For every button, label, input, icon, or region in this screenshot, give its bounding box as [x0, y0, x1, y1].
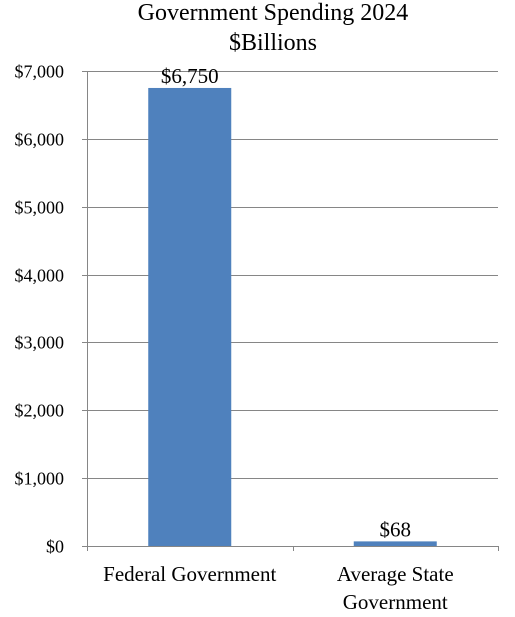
labels: $0 $1,000 $2,000 $3,000 $4,000 $5,000 $6,000 $7… [15, 62, 454, 615]
bar [148, 87, 232, 546]
y-tick-label: $7,000 [15, 62, 65, 82]
y-tick-label: $4,000 [15, 266, 65, 286]
y-tick-label: $3,000 [15, 333, 65, 353]
category-label: Average State [337, 562, 454, 586]
data-label: $6,750 [161, 64, 219, 88]
y-tick-label: $1,000 [15, 469, 65, 489]
chart-title: Government Spending 2024 [138, 0, 409, 26]
y-tick-label: $2,000 [15, 401, 65, 421]
category-label: Federal Government [103, 562, 276, 586]
axes [82, 71, 499, 551]
bar [353, 541, 437, 546]
y-tick-label: $5,000 [15, 198, 65, 218]
chart-subtitle: $Billions [229, 30, 317, 56]
category-label: Government [343, 590, 448, 614]
y-tick-label: $6,000 [15, 130, 65, 150]
bars [148, 87, 437, 546]
y-tick-label: $0 [46, 537, 64, 557]
data-label: $68 [380, 517, 412, 541]
